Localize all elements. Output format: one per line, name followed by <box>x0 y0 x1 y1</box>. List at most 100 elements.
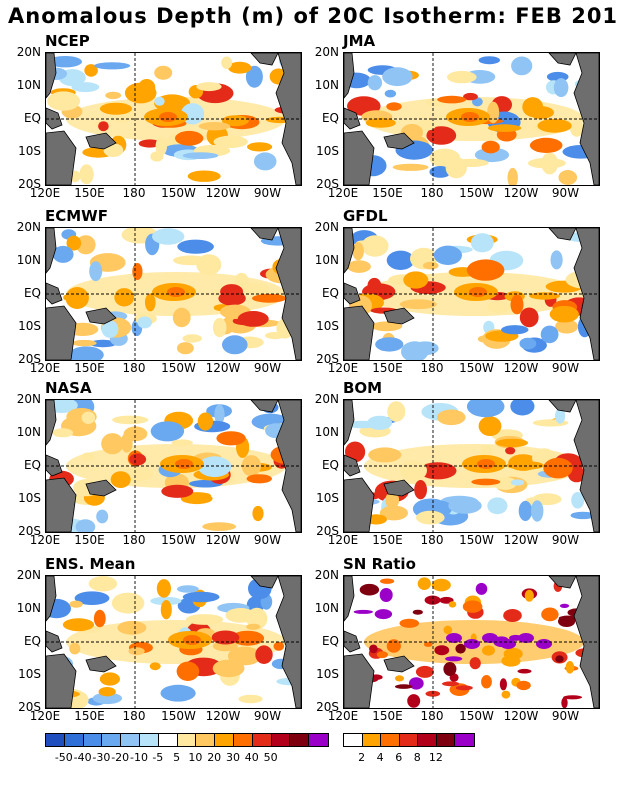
figure-title: Anomalous Depth (m) of 20C Isotherm: FEB… <box>8 4 618 28</box>
colorbar-swatch <box>344 734 363 746</box>
lat-tick-label: 10N <box>314 253 339 267</box>
colorbar-swatch <box>158 734 178 746</box>
colorbar-label: -10 <box>130 751 148 764</box>
lon-tick-label: 120E <box>29 186 61 200</box>
lat-tick-label: 10N <box>314 601 339 615</box>
lat-tick-label: 20S <box>18 524 41 538</box>
panel-map <box>45 399 302 533</box>
panel-map <box>343 227 600 361</box>
lat-tick-label: 10N <box>16 78 41 92</box>
panel-map <box>45 575 302 709</box>
panel-label: GFDL <box>343 207 388 225</box>
lat-tick-label: 20S <box>316 352 339 366</box>
lon-tick-label: 180 <box>122 186 146 200</box>
lon-tick-label: 120W <box>205 709 241 723</box>
lat-tick-label: 10S <box>18 144 41 158</box>
colorbar-label: 20 <box>207 751 222 764</box>
colorbar-label: -20 <box>111 751 130 764</box>
panel-label: JMA <box>343 32 376 50</box>
lat-tick-label: 20N <box>314 45 339 59</box>
lon-tick-label: 120W <box>205 533 241 547</box>
lon-tick-label: 90W <box>551 186 580 200</box>
lat-tick-label: 10S <box>18 667 41 681</box>
colorbar-label: 8 <box>413 751 421 764</box>
panel-label: NASA <box>45 379 92 397</box>
colorbar-swatch <box>436 734 456 746</box>
lon-tick-label: 120W <box>205 186 241 200</box>
lon-tick-label: 120E <box>327 709 359 723</box>
colorbar-swatch <box>290 734 310 746</box>
panel-label: SN Ratio <box>343 555 416 573</box>
map-field <box>344 400 599 532</box>
lon-tick-label: 120E <box>327 186 359 200</box>
lon-tick-label: 90W <box>551 709 580 723</box>
lon-tick-label: 90W <box>551 533 580 547</box>
map-field <box>344 576 599 708</box>
colorbar-swatch <box>399 734 419 746</box>
lon-tick-label: 150E <box>372 533 403 547</box>
lon-tick-label: 120E <box>29 533 61 547</box>
lat-tick-label: 20S <box>316 700 339 714</box>
colorbar-swatch <box>215 734 234 746</box>
panel-map <box>45 52 302 186</box>
lon-tick-label: 180 <box>420 709 444 723</box>
lon-tick-label: 120W <box>503 361 539 375</box>
panel-label: ECMWF <box>45 207 108 225</box>
lon-tick-label: 180 <box>122 361 146 375</box>
lat-tick-label: 20N <box>16 45 41 59</box>
panel-label: NCEP <box>45 32 90 50</box>
map-field <box>46 400 301 532</box>
lat-tick-label: EQ <box>23 286 41 300</box>
colorbar-swatch <box>196 734 216 746</box>
colorbar-swatch <box>233 734 253 746</box>
colorbar-label: 30 <box>226 751 240 764</box>
lat-tick-label: EQ <box>23 111 41 125</box>
lon-tick-label: 120W <box>503 186 539 200</box>
lat-tick-label: 10S <box>316 667 339 681</box>
colorbar-swatch <box>177 734 197 746</box>
map-field <box>344 228 599 360</box>
lon-tick-label: 180 <box>420 361 444 375</box>
lon-tick-label: 180 <box>122 709 146 723</box>
lon-tick-label: 90W <box>253 186 282 200</box>
colorbar-label: 10 <box>188 751 203 764</box>
lon-tick-label: 150E <box>74 361 105 375</box>
lat-tick-label: 20S <box>18 177 41 191</box>
lon-tick-label: 150W <box>459 186 494 200</box>
lon-tick-label: 150W <box>161 709 196 723</box>
lon-tick-label: 90W <box>253 361 282 375</box>
lat-tick-label: 20N <box>314 220 339 234</box>
lat-tick-label: 10N <box>16 601 41 615</box>
map-field <box>46 53 301 185</box>
lon-tick-label: 180 <box>420 186 444 200</box>
lon-tick-label: 150E <box>372 709 403 723</box>
lon-tick-label: 120E <box>327 361 359 375</box>
colorbar-swatch <box>418 734 437 746</box>
panel-map <box>45 227 302 361</box>
colorbar-swatch <box>46 734 65 746</box>
lon-tick-label: 150E <box>74 533 105 547</box>
colorbar-swatch <box>309 734 328 746</box>
colorbar-label: -5 <box>152 751 164 764</box>
colorbar-label: -40 <box>73 751 92 764</box>
lon-tick-label: 150W <box>459 361 494 375</box>
colorbar-swatch <box>455 734 474 746</box>
lon-tick-label: 120E <box>29 361 61 375</box>
colorbar-swatch <box>121 734 140 746</box>
lon-tick-label: 120E <box>327 533 359 547</box>
colorbar-swatch <box>64 734 84 746</box>
lat-tick-label: 20N <box>314 568 339 582</box>
lon-tick-label: 150E <box>372 361 403 375</box>
lon-tick-label: 180 <box>420 533 444 547</box>
lat-tick-label: 10N <box>16 425 41 439</box>
lon-tick-label: 150W <box>161 533 196 547</box>
panel-label: ENS. Mean <box>45 555 136 573</box>
lat-tick-label: 10S <box>316 144 339 158</box>
colorbar-label: 6 <box>395 751 403 764</box>
lon-tick-label: 150W <box>161 361 196 375</box>
colorbar-swatch <box>381 734 400 746</box>
panel-label: BOM <box>343 379 383 397</box>
lat-tick-label: 10N <box>314 425 339 439</box>
colorbar-swatch <box>362 734 382 746</box>
lat-tick-label: 20S <box>18 700 41 714</box>
